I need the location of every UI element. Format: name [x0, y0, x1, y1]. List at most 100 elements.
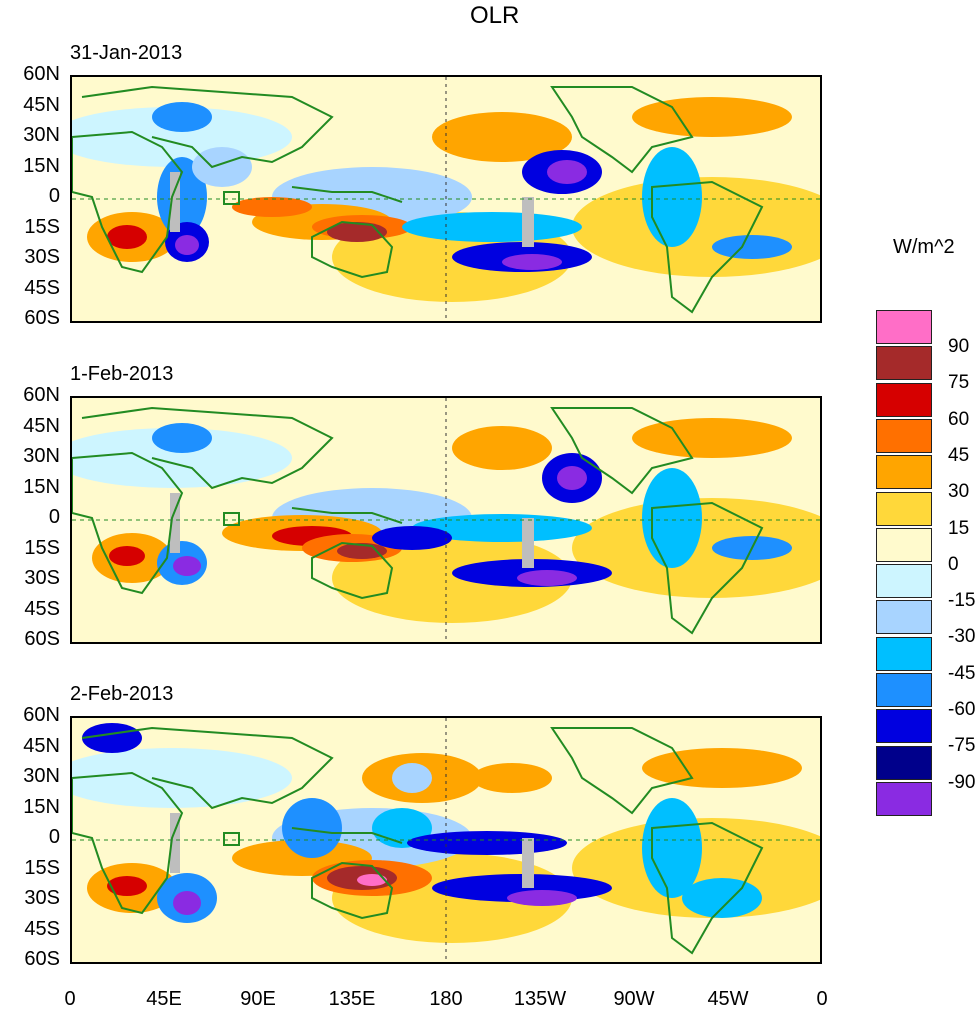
coastline-south-america [651, 501, 764, 635]
y-tick-label: 30N [23, 765, 60, 787]
anomaly-region [472, 763, 552, 793]
colorbar-label: -30 [948, 626, 976, 648]
anomaly-region [642, 468, 702, 568]
missing-data [170, 813, 180, 873]
coastline-island [223, 191, 240, 205]
y-tick-label: 45N [23, 93, 60, 116]
colorbar-swatch [876, 673, 932, 707]
colorbar-label: -15 [948, 590, 976, 612]
y-tick-label: 15N [23, 795, 60, 818]
map-panel-3 [70, 716, 822, 964]
coastline-island [223, 832, 240, 846]
colorbar-label: 45 [948, 444, 970, 466]
anomaly-region [682, 878, 762, 918]
panel-date-1: 31-Jan-2013 [70, 42, 183, 64]
colorbar-label: 30 [948, 481, 970, 503]
y-tick-label: 30S [24, 887, 60, 909]
y-tick-label: 30S [24, 567, 60, 589]
anomaly-region [572, 498, 820, 598]
coastline-south-america [651, 821, 764, 955]
anomaly-region [82, 723, 142, 753]
coastline-africa [72, 451, 184, 595]
colorbar-swatch [876, 564, 932, 599]
y-tick-label: 60N [23, 704, 60, 726]
coastline-north-america [550, 86, 694, 174]
x-tick-label: 0 [64, 988, 76, 1010]
y-tick-label: 60N [23, 384, 60, 406]
anomaly-region [392, 763, 432, 793]
anomaly-region [632, 97, 792, 137]
x-tick-label: 90W [613, 988, 655, 1010]
anomaly-region [642, 798, 702, 898]
y-tick-label: 60S [24, 628, 60, 650]
olr-map-3 [72, 718, 820, 962]
colorbar-label: 90 [948, 336, 970, 357]
colorbar-swatch [876, 781, 932, 816]
coastline-australia [311, 861, 394, 920]
colorbar-swatch [876, 455, 932, 490]
y-tick-label: 15N [23, 154, 60, 177]
anomaly-region [282, 798, 342, 858]
anomaly-region [642, 147, 702, 247]
anomaly-region [107, 876, 147, 896]
anomaly-region [557, 466, 587, 490]
x-tick-label: 45W [707, 988, 749, 1010]
anomaly-region [173, 556, 201, 576]
colorbar-swatch [876, 745, 932, 780]
anomaly-region [402, 212, 582, 242]
y-tick-label: 0 [48, 185, 60, 207]
anomaly-region [72, 428, 292, 488]
coastline-australia [311, 541, 394, 600]
missing-data [522, 518, 534, 568]
y-tick-label: 30S [24, 246, 60, 268]
anomaly-region [642, 748, 802, 788]
coastline-island [223, 512, 240, 526]
x-tick-label: 135W [513, 988, 567, 1010]
colorbar-swatch [876, 310, 932, 344]
coastline-indonesia [291, 186, 403, 203]
anomaly-region [407, 831, 567, 855]
y-tick-label: 45S [24, 917, 60, 940]
anomaly-region [712, 235, 792, 259]
anomaly-region [337, 543, 387, 559]
anomaly-region [107, 225, 147, 249]
anomaly-region [547, 160, 587, 184]
y-tick-label: 0 [48, 826, 60, 848]
anomaly-region [109, 546, 145, 566]
anomaly-region [232, 197, 312, 217]
olr-map-2 [72, 398, 820, 642]
y-tick-label: 60S [24, 307, 60, 329]
y-tick-label: 30N [23, 445, 60, 467]
anomaly-region [152, 102, 212, 132]
missing-data [170, 172, 180, 232]
units-label: W/m^2 [893, 236, 955, 258]
y-tick-label: 60S [24, 948, 60, 970]
panel-date-2: 1-Feb-2013 [70, 363, 174, 385]
colorbar-swatch [876, 418, 932, 453]
missing-data [522, 197, 534, 247]
anomaly-region [412, 514, 592, 542]
anomaly-region [452, 426, 552, 470]
anomaly-region [517, 570, 577, 586]
y-tick-label: 15S [24, 536, 60, 559]
colorbar-swatch [876, 709, 932, 744]
x-tick-label: 135E [328, 988, 376, 1010]
x-tick-label: 90E [240, 988, 276, 1010]
colorbar-label: -90 [948, 771, 976, 793]
y-tick-label: 60N [23, 63, 60, 85]
coastline-south-america [651, 180, 764, 314]
colorbar-swatch [876, 346, 932, 381]
x-tick-label: 0 [816, 988, 828, 1010]
figure-title: OLR [470, 2, 520, 29]
y-tick-label: 45S [24, 597, 60, 620]
x-tick-label: 180 [429, 988, 463, 1010]
panel-date-3: 2-Feb-2013 [70, 683, 174, 705]
map-panel-1 [70, 75, 822, 323]
coastline-australia [311, 220, 394, 279]
colorbar-swatch [876, 382, 932, 417]
colorbar-label: -60 [948, 699, 976, 720]
colorbar-swatch [876, 600, 932, 635]
coastline-africa [72, 771, 184, 915]
coastline-africa [72, 130, 184, 274]
y-tick-label: 45S [24, 276, 60, 299]
